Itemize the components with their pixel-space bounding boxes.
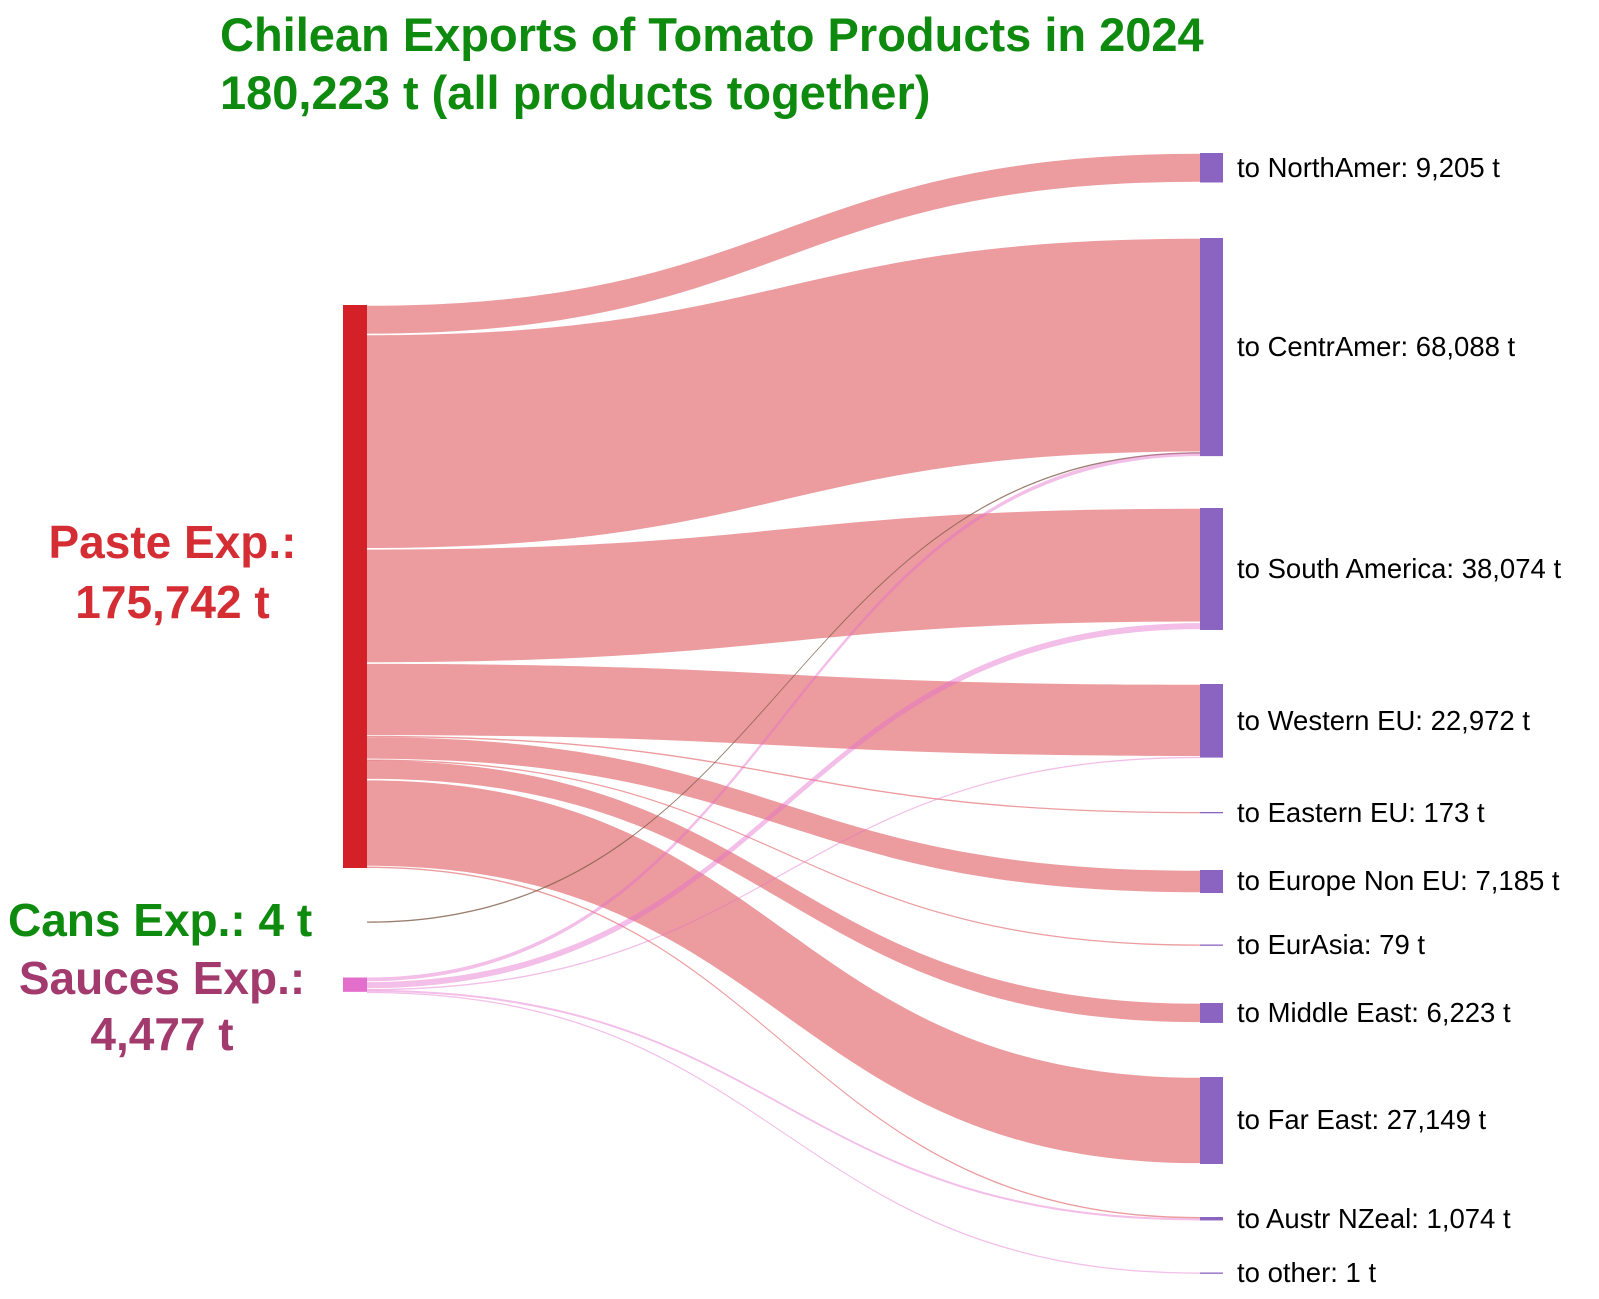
flow-paste-east xyxy=(367,735,1200,814)
flow-paste-west xyxy=(367,663,1200,756)
node-paste xyxy=(343,305,367,868)
flow-paste-far xyxy=(367,780,1200,1164)
chart-title-line2: 180,223 t (all products together) xyxy=(220,66,931,119)
node-far xyxy=(1200,1077,1223,1164)
sauces-label-line1: Sauces Exp.: xyxy=(18,952,306,1004)
dest-label-eurasia: to EurAsia: 79 t xyxy=(1237,929,1426,960)
chart-title: Chilean Exports of Tomato Products in 20… xyxy=(220,6,1204,122)
node-mid xyxy=(1200,1003,1223,1023)
dest-label-austrnzeal: to Austr NZeal: 1,074 t xyxy=(1237,1203,1511,1234)
sauces-label-line2: 4,477 t xyxy=(90,1008,234,1060)
dest-label-middleeast: to Middle East: 6,223 t xyxy=(1237,997,1511,1028)
source-label-paste: Paste Exp.: 175,742 t xyxy=(20,512,325,632)
flow-cans-centr xyxy=(367,452,1200,923)
node-sauces xyxy=(343,977,367,992)
paste-label-line2: 175,742 t xyxy=(75,576,270,628)
dest-label-westerneu: to Western EU: 22,972 t xyxy=(1237,705,1530,736)
node-east xyxy=(1200,812,1223,814)
node-other xyxy=(1200,1272,1223,1274)
dest-label-other: to other: 1 t xyxy=(1237,1257,1377,1288)
dest-label-easterneu: to Eastern EU: 173 t xyxy=(1237,797,1485,828)
flow-sauces-austr xyxy=(367,989,1200,1221)
dest-label-fareast: to Far East: 27,149 t xyxy=(1237,1104,1487,1135)
node-north xyxy=(1200,153,1223,183)
flow-paste-austr xyxy=(367,866,1200,1219)
node-centr xyxy=(1200,238,1223,457)
source-label-cans: Cans Exp.: 4 t xyxy=(8,894,313,946)
flow-paste-eurasia xyxy=(367,759,1200,946)
source-label-sauces: Sauces Exp.: 4,477 t xyxy=(12,950,312,1062)
flow-paste-north xyxy=(367,153,1200,334)
node-austr xyxy=(1200,1217,1223,1221)
flow-paste-south xyxy=(367,508,1200,663)
dest-label-northamer: to NorthAmer: 9,205 t xyxy=(1237,152,1500,183)
dest-label-centramer: to CentrAmer: 68,088 t xyxy=(1237,331,1516,362)
node-south xyxy=(1200,508,1223,630)
flow-paste-eunon xyxy=(367,737,1200,893)
dest-label-europenoneu: to Europe Non EU: 7,185 t xyxy=(1237,865,1560,896)
node-eunon xyxy=(1200,870,1223,894)
node-eurasia xyxy=(1200,944,1223,946)
flow-paste-centr xyxy=(367,238,1200,548)
flow-sauces-other xyxy=(367,991,1200,1274)
dest-label-southamerica: to South America: 38,074 t xyxy=(1237,553,1562,584)
flow-sauces-centr xyxy=(367,452,1200,982)
flow-sauces-south xyxy=(367,623,1200,989)
flow-sauces-west xyxy=(367,756,1200,991)
flow-paste-mid xyxy=(367,760,1200,1023)
chart-title-line1: Chilean Exports of Tomato Products in 20… xyxy=(220,8,1204,61)
node-west xyxy=(1200,684,1223,758)
paste-label-line1: Paste Exp.: xyxy=(48,516,297,568)
